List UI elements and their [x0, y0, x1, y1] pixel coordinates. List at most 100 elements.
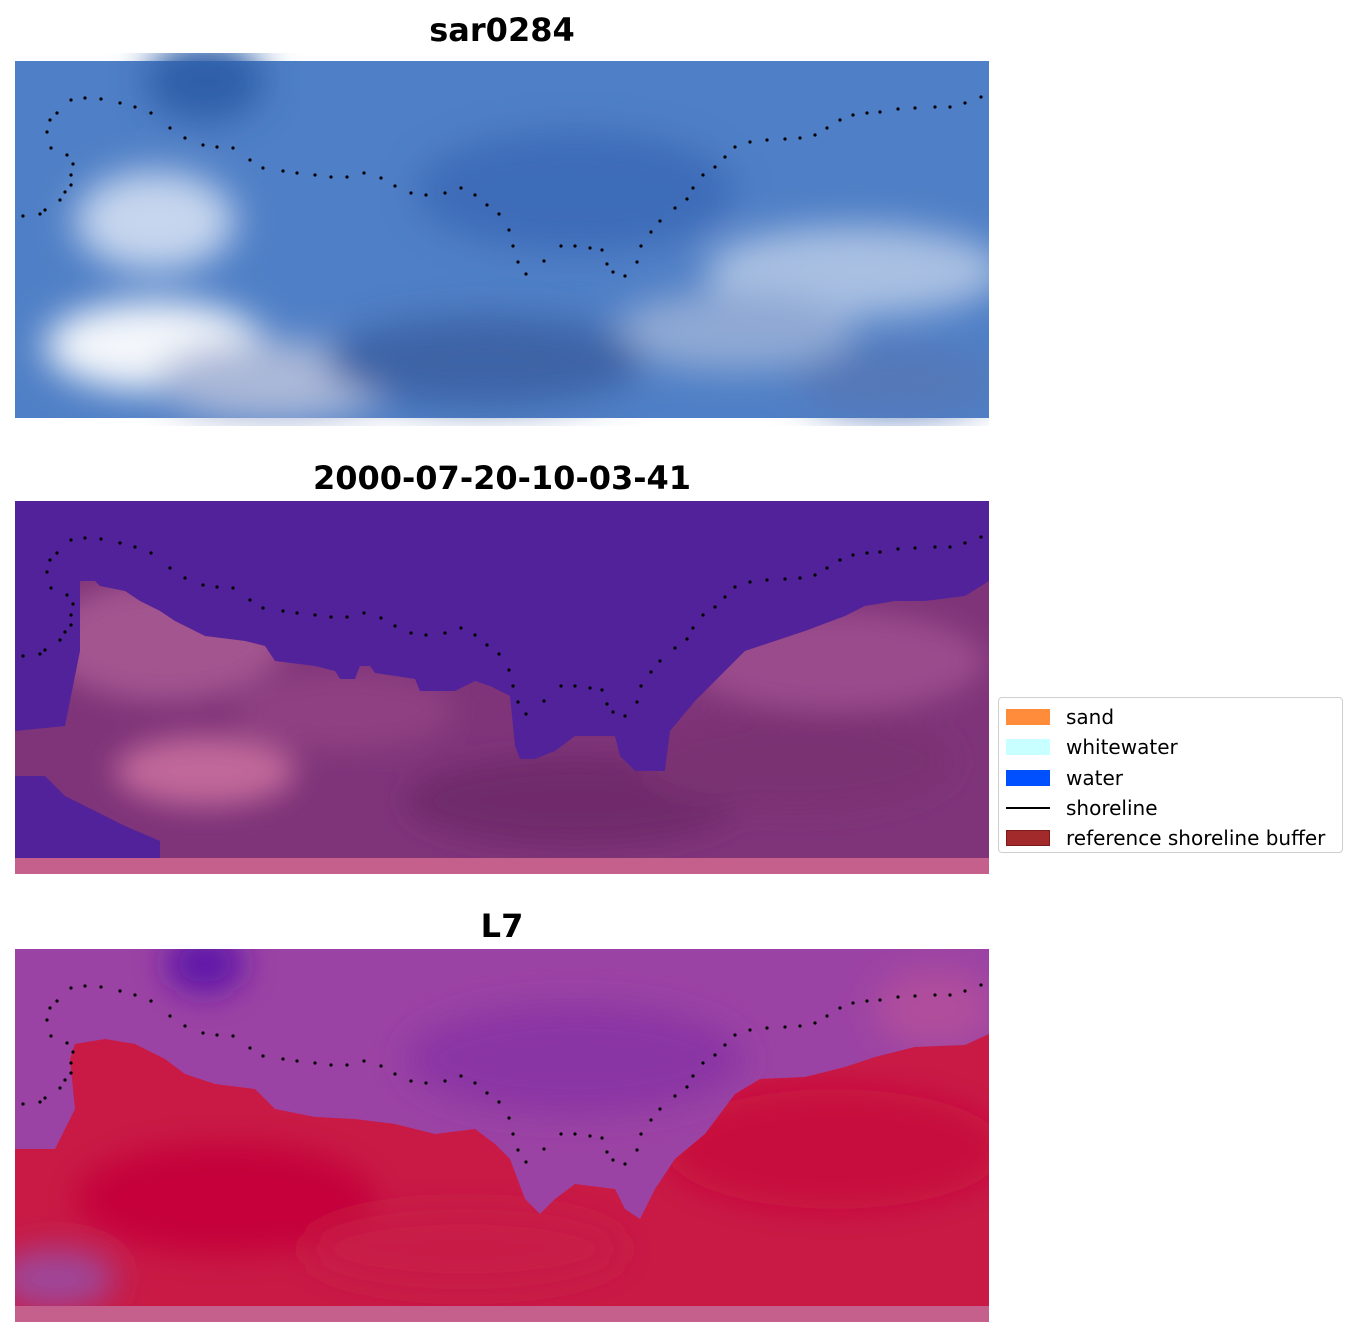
shoreline-point [69, 1071, 73, 1075]
shoreline-point [149, 999, 153, 1003]
shoreline-point [281, 169, 285, 173]
shoreline-point [516, 260, 520, 264]
shoreline-point [963, 541, 967, 545]
shoreline-point [329, 175, 333, 179]
shoreline-point [65, 1041, 69, 1045]
shoreline-point [691, 1074, 695, 1078]
shoreline-point [516, 700, 520, 704]
shoreline-point [38, 1100, 42, 1104]
shoreline-point [443, 1079, 447, 1083]
sand-swatch [1006, 709, 1050, 725]
shoreline-point [133, 105, 137, 109]
shoreline-point [99, 985, 103, 989]
legend-item-water: water [999, 765, 1342, 791]
shoreline-point [948, 993, 952, 997]
shoreline-point [649, 1118, 653, 1122]
water-swatch [1006, 770, 1050, 786]
shoreline-point [69, 98, 73, 102]
shoreline-point [345, 1063, 349, 1067]
shoreline-point [524, 272, 528, 276]
shoreline-point [913, 994, 917, 998]
shoreline-point [542, 699, 546, 703]
shoreline-overlay [21, 535, 983, 718]
shoreline-point [588, 1134, 592, 1138]
shoreline-point [963, 101, 967, 105]
shoreline-point [765, 138, 769, 142]
shoreline-point [497, 212, 501, 216]
shoreline-point [798, 1024, 802, 1028]
shoreline-point [851, 553, 855, 557]
shoreline-point [393, 1072, 397, 1076]
shoreline-point [459, 186, 463, 190]
shoreline-point [713, 165, 717, 169]
shoreline-point [183, 576, 187, 580]
shoreline-point [623, 1162, 627, 1166]
shoreline-point [43, 208, 47, 212]
shoreline-point [913, 106, 917, 110]
shoreline-point [933, 993, 937, 997]
shoreline-point [231, 586, 235, 590]
shoreline-point [45, 130, 49, 134]
shoreline-point [673, 646, 677, 650]
index-image [15, 949, 989, 1322]
shoreline-point [524, 712, 528, 716]
shoreline-point [878, 998, 882, 1002]
shoreline-point [83, 536, 87, 540]
classification-image [15, 501, 989, 874]
shoreline-point [71, 1050, 75, 1054]
shoreline-point [979, 983, 983, 987]
shoreline-point [55, 999, 59, 1003]
shoreline-point [65, 593, 69, 597]
shoreline-point [379, 1064, 383, 1068]
shoreline-point [685, 197, 689, 201]
shoreline-point [21, 1102, 25, 1106]
shoreline-point [497, 1100, 501, 1104]
shoreline-point [58, 1086, 62, 1090]
shoreline-point [48, 118, 52, 122]
shoreline-point [723, 1043, 727, 1047]
shoreline-point [69, 538, 73, 542]
shoreline-point [183, 136, 187, 140]
shoreline-point [511, 244, 515, 248]
legend-item-sand: sand [999, 704, 1342, 730]
shoreline-point [231, 146, 235, 150]
shoreline-point [588, 686, 592, 690]
shoreline-point [201, 143, 205, 147]
shoreline-point [559, 1132, 563, 1136]
legend: sand whitewater water shoreline referenc… [998, 697, 1343, 853]
shoreline-point [691, 186, 695, 190]
shoreline-point [878, 550, 882, 554]
shoreline-point [45, 570, 49, 574]
shoreline-overlay [21, 983, 983, 1166]
shoreline-point [896, 547, 900, 551]
shoreline-point [511, 684, 515, 688]
shoreline-point [48, 1006, 52, 1010]
shoreline-point [605, 702, 609, 706]
legend-item-whitewater: whitewater [999, 734, 1342, 760]
legend-label: shoreline [1066, 796, 1158, 820]
shoreline-point [878, 110, 882, 114]
shoreline-point [48, 558, 52, 562]
shoreline-point [507, 228, 511, 232]
legend-item-reference-shoreline-buffer: reference shoreline buffer [999, 825, 1342, 851]
shoreline-point [497, 652, 501, 656]
shoreline-point [99, 537, 103, 541]
shoreline-point [798, 136, 802, 140]
shoreline-point [63, 190, 67, 194]
shoreline-point [511, 1132, 515, 1136]
shoreline-point [865, 999, 869, 1003]
shoreline-point [424, 633, 428, 637]
shoreline-point [605, 1150, 609, 1154]
shoreline-point [473, 633, 477, 637]
legend-item-shoreline: shoreline [999, 795, 1342, 821]
shoreline-point [733, 585, 737, 589]
shoreline-point [168, 126, 172, 130]
shoreline-point [38, 652, 42, 656]
shoreline-point [524, 1160, 528, 1164]
shoreline-point [69, 183, 73, 187]
shoreline-point [838, 558, 842, 562]
shoreline-point [611, 1158, 615, 1162]
shoreline-point [485, 643, 489, 647]
shoreline-point [409, 631, 413, 635]
shoreline-point [379, 616, 383, 620]
